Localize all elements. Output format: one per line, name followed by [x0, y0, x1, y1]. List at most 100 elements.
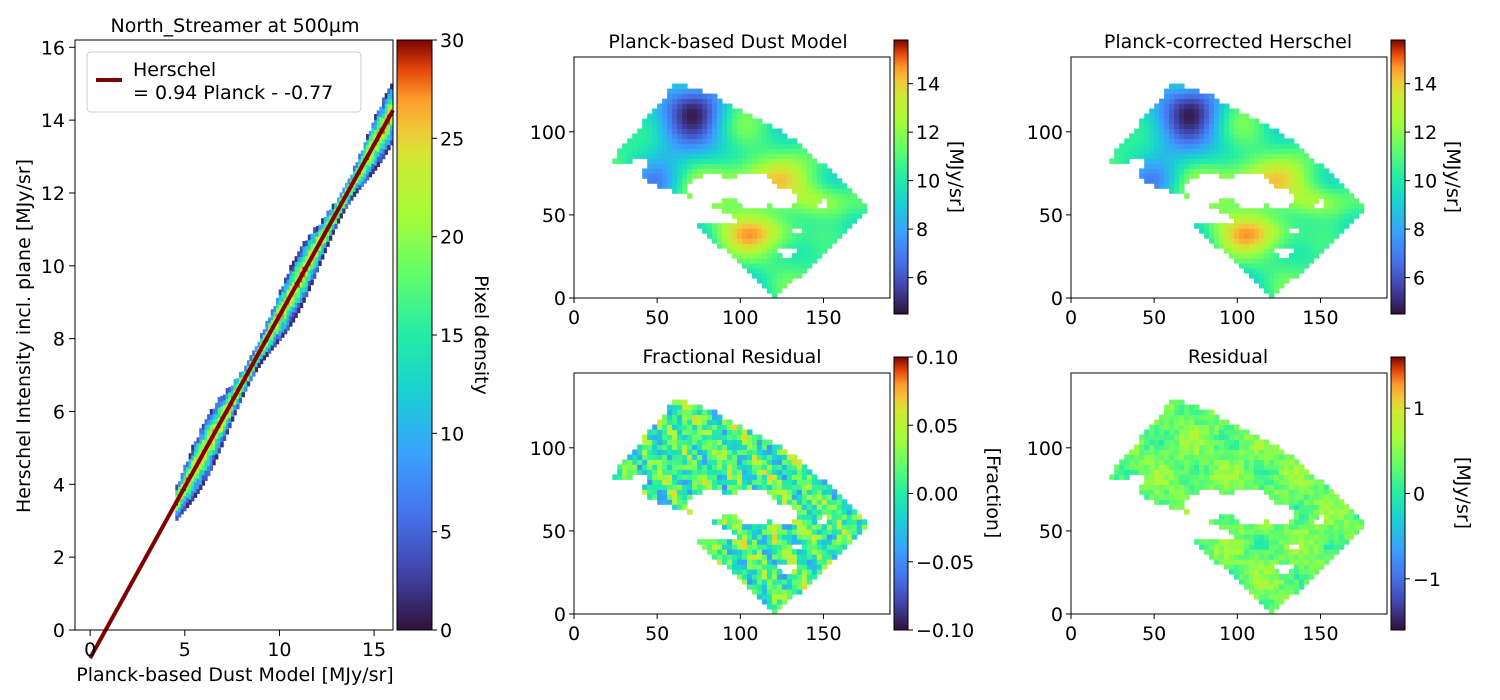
map-pixel: [722, 519, 728, 525]
map-pixel: [771, 268, 778, 274]
map-pixel: [737, 574, 743, 580]
map-y-tick-label: 100: [1027, 438, 1063, 460]
map-pixel: [1174, 429, 1180, 435]
map-pixel: [811, 494, 818, 500]
map-pixel: [692, 414, 698, 421]
map-pixel: [1224, 514, 1230, 520]
map-pixel: [836, 504, 843, 510]
map-pixel: [1263, 454, 1270, 460]
map-pixel: [717, 469, 723, 475]
map-pixel: [747, 123, 753, 129]
map-pixel: [717, 479, 723, 485]
map-pixel: [796, 178, 803, 184]
map-pixel: [1234, 213, 1240, 219]
density-cell: [337, 212, 341, 219]
map-pixel: [1219, 133, 1225, 139]
map-pixel: [747, 153, 753, 159]
map-pixel: [1278, 208, 1285, 214]
map-pixel: [766, 153, 773, 159]
map-pixel: [1293, 559, 1300, 565]
map-pixel: [1209, 168, 1215, 174]
map-pixel: [846, 218, 853, 224]
map-pixel: [727, 203, 733, 209]
density-cell: [199, 428, 203, 434]
map-pixel: [1249, 163, 1255, 169]
density-cell: [326, 215, 330, 222]
map-pixel: [1268, 143, 1275, 149]
map-pixel: [1249, 534, 1255, 540]
map-pixel: [1288, 494, 1295, 500]
map-pixel: [717, 454, 723, 460]
density-cell: [321, 223, 325, 229]
map-pixel: [702, 469, 708, 475]
map-pixel: [1234, 148, 1240, 154]
map-pixel: [791, 464, 798, 470]
map-pixel: [1253, 228, 1260, 234]
map-pixel: [1298, 584, 1305, 590]
map-pixel: [667, 103, 673, 109]
map-pixel: [1278, 228, 1285, 234]
map-pixel: [1174, 479, 1180, 485]
map-pixel: [756, 539, 763, 545]
map-pixel: [1164, 409, 1170, 416]
map-pixel: [816, 484, 823, 490]
map-pixel: [1249, 574, 1255, 580]
map-pixel: [1308, 223, 1315, 229]
map-pixel: [1174, 98, 1180, 105]
density-cell: [299, 256, 304, 263]
map-pixel: [752, 263, 758, 269]
map-pixel: [657, 183, 663, 189]
map-pixel: [1303, 569, 1310, 575]
map-pixel: [1283, 238, 1290, 244]
map-pixel: [1288, 178, 1295, 184]
map-pixel: [1199, 424, 1205, 430]
map-pixel: [1199, 429, 1205, 435]
map-pixel: [697, 103, 703, 109]
map-pixel: [776, 288, 783, 294]
map-pixel: [756, 123, 763, 129]
density-cell: [188, 488, 192, 495]
map-pixel: [856, 208, 863, 214]
map-pixel: [1154, 138, 1160, 144]
map-pixel: [1333, 544, 1340, 550]
density-cell: [201, 454, 206, 461]
map-pixel: [742, 569, 748, 575]
map-pixel: [1293, 499, 1300, 505]
map-pixel: [786, 584, 793, 590]
map-pixel: [1214, 203, 1220, 209]
map-pixel: [1214, 113, 1220, 119]
map-pixel: [761, 529, 768, 535]
map-pixel: [1204, 233, 1210, 239]
map-pixel: [1263, 123, 1270, 129]
map-pixel: [1283, 489, 1290, 495]
map-pixel: [1239, 223, 1245, 229]
map-pixel: [1328, 208, 1335, 214]
map-pixel: [727, 549, 733, 555]
map-pixel: [806, 524, 813, 530]
map-pixel: [742, 263, 748, 269]
map-pixel: [742, 148, 748, 154]
map-pixel: [1239, 569, 1245, 575]
map-pixel: [1219, 143, 1225, 149]
map-pixel: [747, 574, 753, 580]
map-pixel: [712, 163, 718, 169]
map-pixel: [1333, 208, 1340, 214]
map-pixel: [697, 419, 703, 425]
map-pixel: [1229, 143, 1235, 149]
map-pixel: [1273, 549, 1280, 555]
map-pixel: [677, 489, 683, 495]
map-pixel: [766, 469, 773, 475]
map-pixel: [1258, 459, 1265, 465]
density-cell: [387, 119, 391, 125]
map-pixel: [742, 459, 748, 465]
map-y-tick-label: 50: [542, 521, 566, 543]
map-pixel: [717, 108, 723, 114]
map-pixel: [707, 539, 713, 545]
map-pixel: [836, 524, 843, 530]
map-pixel: [781, 258, 788, 264]
density-cell: [228, 386, 232, 393]
map-pixel: [1234, 218, 1240, 224]
map-pixel: [752, 559, 758, 565]
density-cell: [284, 287, 288, 294]
map-pixel: [1184, 143, 1190, 149]
